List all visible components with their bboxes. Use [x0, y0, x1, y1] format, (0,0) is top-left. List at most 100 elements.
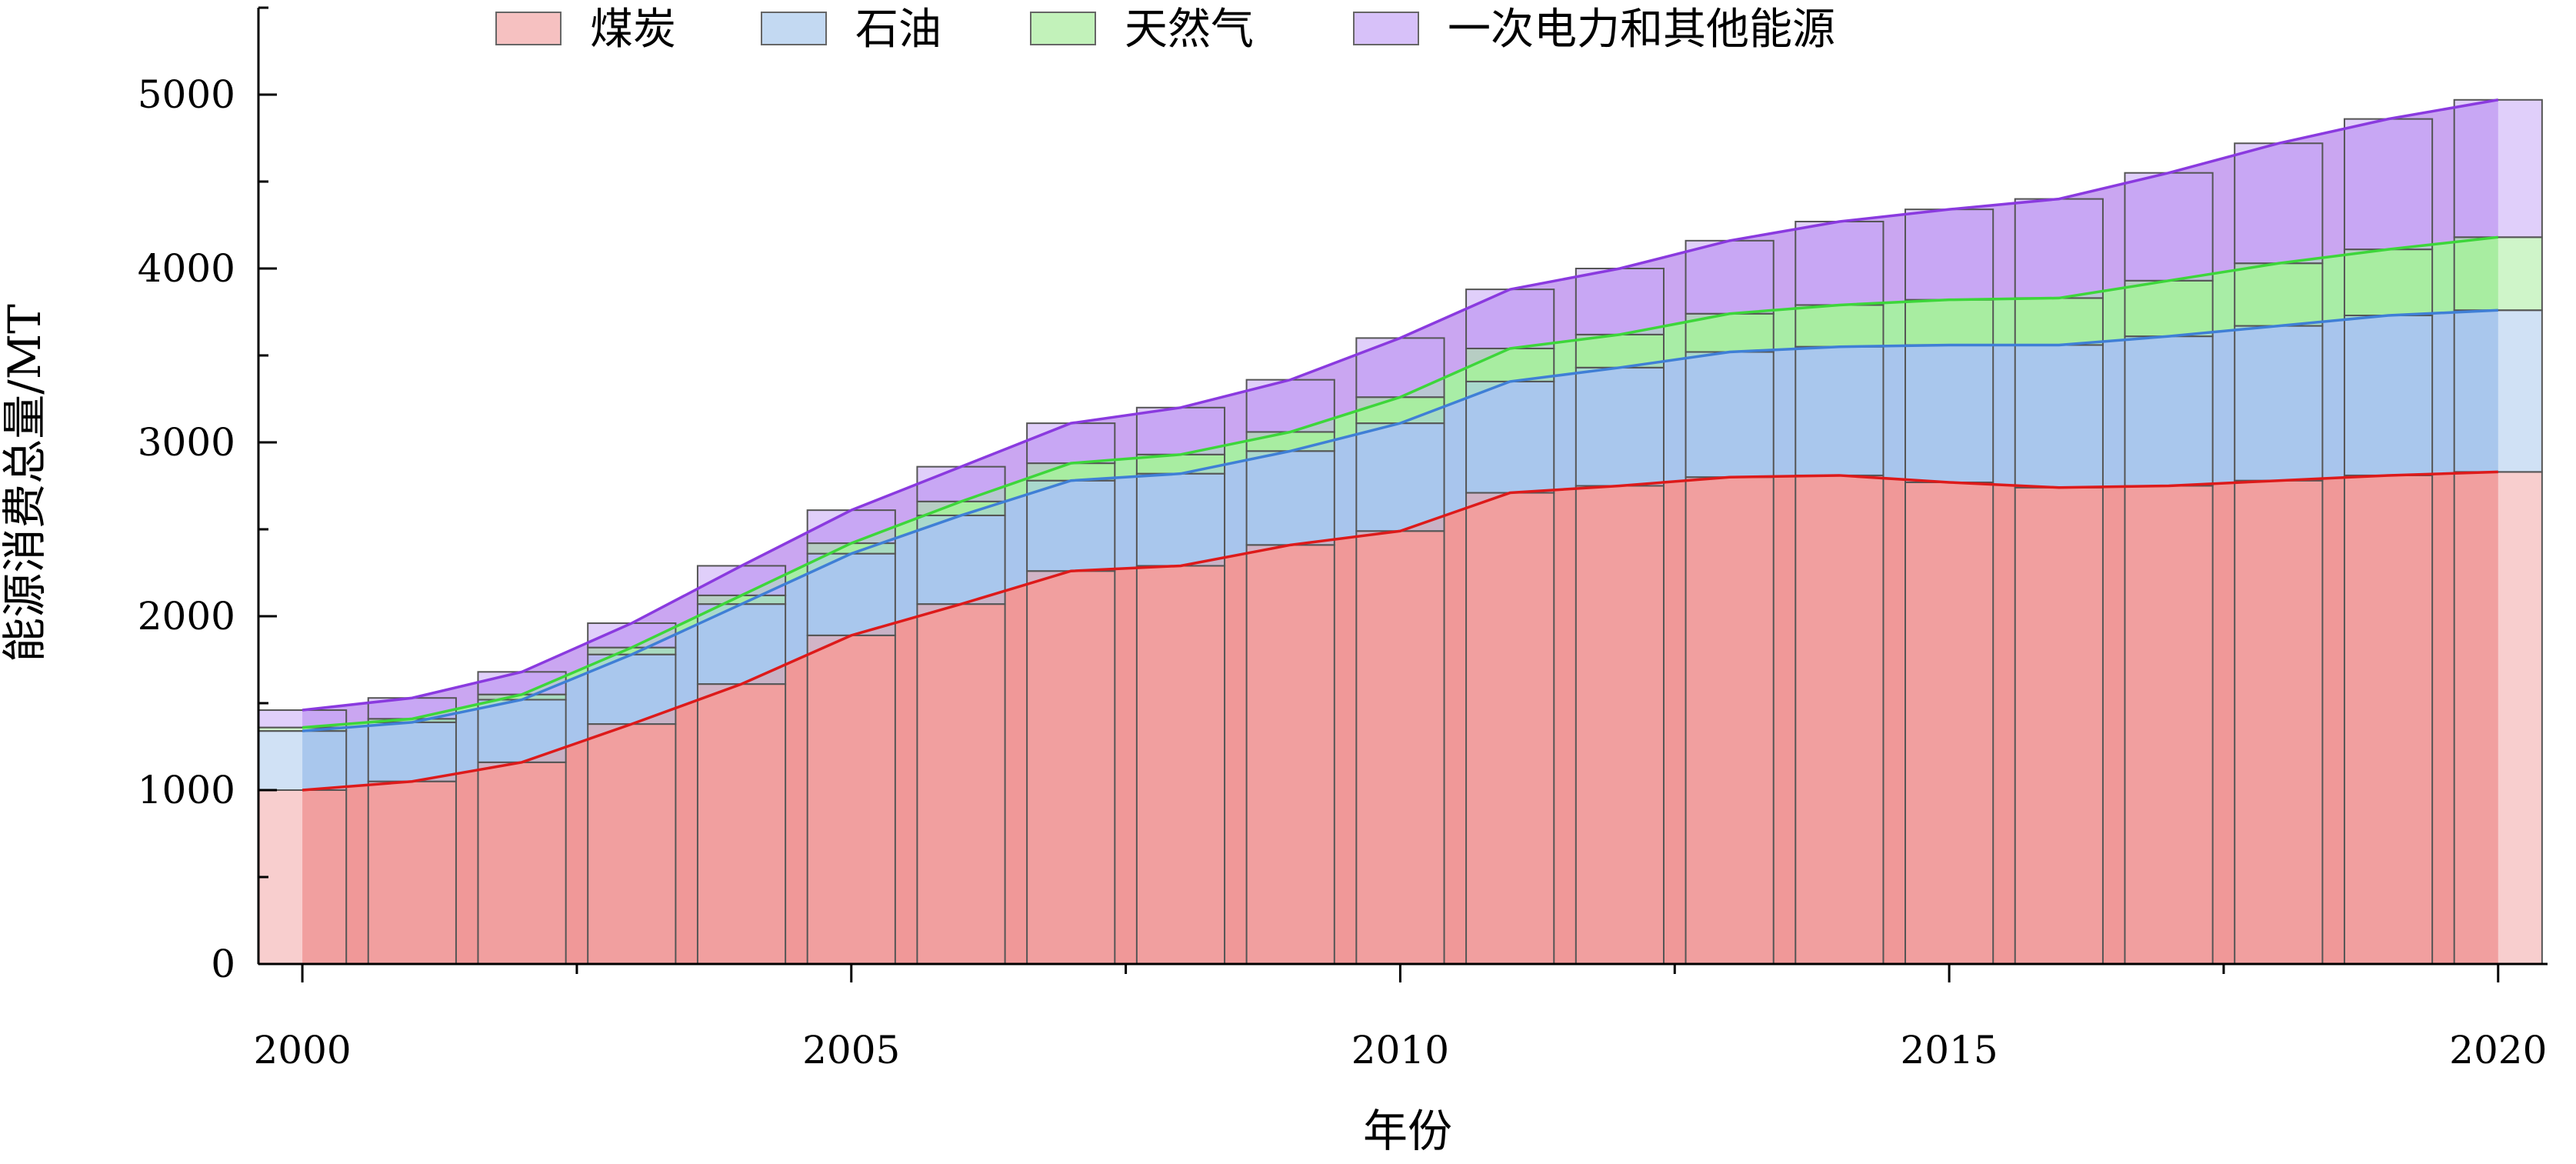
bar-石油-2001: [367, 721, 457, 782]
bar-一次电力和其他能源-2006: [916, 465, 1006, 502]
bar-煤炭-2015: [1905, 481, 1994, 965]
bar-煤炭-2007: [1026, 570, 1116, 965]
x-tick-label-2015: 2015: [1900, 1028, 1998, 1072]
y-tick-label-3000: 3000: [138, 420, 235, 465]
legend-label-煤炭: 煤炭: [590, 5, 676, 55]
bar-石油-2019: [2343, 315, 2434, 476]
line-煤炭: [302, 470, 2498, 792]
y-tick-label-0: 0: [211, 942, 235, 986]
bar-石油-2014: [1795, 345, 1885, 476]
bar-石油-2012: [1575, 366, 1665, 487]
bar-一次电力和其他能源-2018: [2234, 142, 2324, 265]
bar-煤炭-2009: [1245, 544, 1335, 965]
bar-石油-2015: [1905, 344, 1994, 483]
bar-石油-2007: [1026, 479, 1116, 572]
bar-石油-2020: [2453, 309, 2543, 473]
legend-item-煤炭: 煤炭: [495, 5, 676, 55]
stacked-bars: [258, 98, 2543, 966]
bar-一次电力和其他能源-2016: [2014, 198, 2104, 299]
bar-一次电力和其他能源-2002: [477, 671, 567, 695]
bar-煤炭-2014: [1795, 474, 1885, 965]
bar-石油-2010: [1355, 422, 1445, 532]
bar-天然气-2010: [1355, 396, 1445, 425]
bar-一次电力和其他能源-2020: [2453, 98, 2543, 238]
bar-煤炭-2004: [696, 683, 787, 965]
y-tick-label-5000: 5000: [138, 72, 235, 117]
bar-天然气-2014: [1795, 304, 1885, 348]
legend-item-石油: 石油: [761, 5, 941, 55]
bar-天然气-2015: [1905, 299, 1994, 346]
bar-煤炭-2012: [1575, 485, 1665, 965]
legend-item-天然气: 天然气: [1030, 5, 1254, 55]
bar-一次电力和其他能源-2011: [1465, 288, 1555, 349]
bar-煤炭-2002: [477, 761, 567, 966]
x-tick-label-2020: 2020: [2449, 1028, 2547, 1072]
legend-swatch-一次电力和其他能源: [1353, 12, 1419, 45]
bar-天然气-2005: [806, 542, 896, 555]
bar-石油-2017: [2124, 335, 2214, 487]
bar-煤炭-2003: [587, 723, 677, 965]
bar-煤炭-2010: [1355, 530, 1445, 965]
legend-label-天然气: 天然气: [1125, 5, 1254, 55]
bar-煤炭-2005: [806, 634, 896, 965]
bar-一次电力和其他能源-2007: [1026, 422, 1116, 465]
bar-一次电力和其他能源-2013: [1685, 239, 1775, 315]
bar-一次电力和其他能源-2014: [1795, 220, 1885, 306]
bar-石油-2005: [806, 552, 896, 636]
bar-煤炭-2000: [258, 789, 348, 965]
bar-一次电力和其他能源-2012: [1575, 268, 1665, 335]
x-tick-label-2010: 2010: [1351, 1028, 1449, 1072]
bar-石油-2013: [1685, 351, 1775, 479]
bar-石油-2016: [2014, 344, 2104, 489]
bar-煤炭-2006: [916, 603, 1006, 965]
bar-煤炭-2019: [2343, 474, 2434, 965]
bar-一次电力和其他能源-2010: [1355, 337, 1445, 399]
series-lines: [302, 98, 2499, 792]
bar-天然气-2018: [2234, 262, 2324, 327]
legend-item-一次电力和其他能源: 一次电力和其他能源: [1353, 5, 1835, 55]
axes: 0 1000 2000 3000 4000 5000 2000 2005 2010 2015 202…: [138, 6, 2548, 1072]
bar-石油-2009: [1245, 450, 1335, 546]
bar-石油-2004: [696, 603, 787, 685]
bar-天然气-2019: [2343, 248, 2434, 317]
bar-天然气-2016: [2014, 297, 2104, 346]
bar-煤炭-2017: [2124, 485, 2214, 965]
bar-煤炭-2018: [2234, 479, 2324, 965]
bar-煤炭-2016: [2014, 486, 2104, 965]
bar-石油-2008: [1135, 472, 1226, 567]
bar-煤炭-2008: [1135, 565, 1226, 965]
bar-一次电力和其他能源-2019: [2343, 118, 2434, 251]
bar-石油-2000: [258, 730, 348, 791]
bar-石油-2006: [916, 514, 1006, 605]
bar-天然气-2009: [1245, 431, 1335, 452]
bar-石油-2018: [2234, 325, 2324, 482]
legend: 煤炭 石油 天然气 一次电力和其他能源: [495, 5, 1835, 55]
bar-石油-2011: [1465, 380, 1555, 494]
legend-swatch-天然气: [1030, 12, 1096, 45]
bar-煤炭-2001: [367, 780, 457, 966]
legend-swatch-煤炭: [495, 12, 562, 45]
y-tick-label-4000: 4000: [138, 246, 235, 291]
legend-swatch-石油: [761, 12, 827, 45]
bar-煤炭-2011: [1465, 492, 1555, 965]
legend-label-一次电力和其他能源: 一次电力和其他能源: [1448, 5, 1835, 55]
bar-煤炭-2013: [1685, 476, 1775, 965]
line-一次电力和其他能源: [302, 98, 2499, 712]
bar-煤炭-2020: [2453, 471, 2543, 965]
bar-天然气-2011: [1465, 347, 1555, 382]
bar-一次电力和其他能源-2015: [1905, 208, 1994, 301]
x-tick-label-2000: 2000: [253, 1028, 351, 1072]
bar-一次电力和其他能源-2008: [1135, 406, 1226, 455]
x-tick-label-2005: 2005: [802, 1028, 900, 1072]
y-axis-title: 能源消费总量/MT: [0, 304, 51, 662]
line-天然气: [302, 235, 2498, 729]
y-tick-label-1000: 1000: [138, 768, 235, 812]
bar-一次电力和其他能源-2017: [2124, 172, 2214, 282]
bar-天然气-2020: [2453, 236, 2543, 312]
bar-天然气-2017: [2124, 279, 2214, 338]
legend-label-石油: 石油: [855, 5, 941, 55]
line-石油: [302, 309, 2498, 732]
y-tick-label-2000: 2000: [138, 594, 235, 639]
